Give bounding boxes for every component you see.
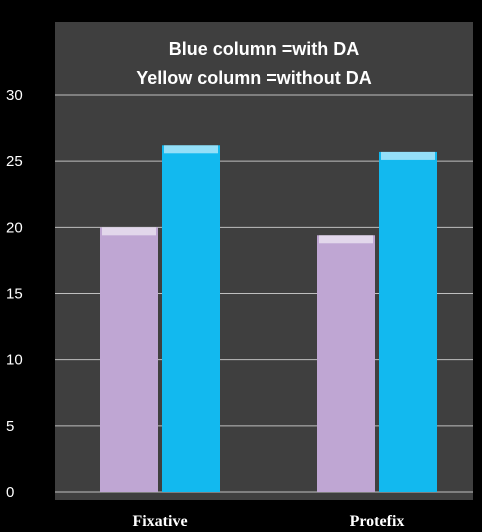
bars <box>100 145 437 493</box>
bar-body <box>162 145 220 492</box>
bar-highlight <box>102 227 156 236</box>
chart-subtitle: Yellow column =without DA <box>136 68 372 88</box>
bar <box>100 227 158 493</box>
y-axis-ticks: 0 5 10 15 20 25 30 <box>6 87 23 501</box>
bar <box>162 145 220 492</box>
x-axis-categories: Fixative Protefix <box>132 513 404 530</box>
y-tick-label: 5 <box>6 418 14 435</box>
y-tick-label: 25 <box>6 153 23 170</box>
bar-highlight <box>381 151 435 160</box>
chart-title: Blue column =with DA <box>169 39 360 59</box>
bar-body <box>379 151 437 493</box>
y-tick-label: 0 <box>6 484 14 501</box>
bar <box>317 235 375 493</box>
bar-highlight <box>164 145 218 154</box>
bar <box>379 151 437 493</box>
y-tick-label: 15 <box>6 286 23 303</box>
y-tick-label: 30 <box>6 87 23 104</box>
y-tick-label: 20 <box>6 219 23 236</box>
bar-highlight <box>319 235 373 244</box>
bar-body <box>100 227 158 493</box>
y-tick-label: 10 <box>6 352 23 369</box>
x-category-label: Protefix <box>350 513 405 530</box>
x-category-label: Fixative <box>132 513 187 530</box>
bar-body <box>317 235 375 493</box>
